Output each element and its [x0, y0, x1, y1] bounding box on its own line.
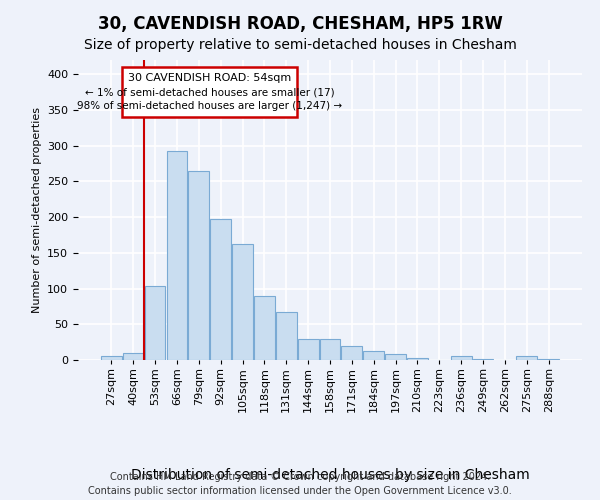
Bar	[232, 244, 253, 360]
Bar	[123, 353, 143, 360]
Text: Contains HM Land Registry data © Crown copyright and database right 2024.: Contains HM Land Registry data © Crown c…	[110, 472, 490, 482]
Text: Contains public sector information licensed under the Open Government Licence v3: Contains public sector information licen…	[88, 486, 512, 496]
Bar	[385, 354, 406, 360]
Bar	[167, 150, 187, 360]
Text: 30, CAVENDISH ROAD, CHESHAM, HP5 1RW: 30, CAVENDISH ROAD, CHESHAM, HP5 1RW	[98, 15, 502, 33]
Bar	[538, 358, 559, 360]
Bar	[145, 286, 166, 360]
Text: 30 CAVENDISH ROAD: 54sqm: 30 CAVENDISH ROAD: 54sqm	[128, 73, 292, 83]
Bar	[254, 296, 275, 360]
Bar	[473, 358, 493, 360]
Bar	[341, 346, 362, 360]
Bar	[364, 350, 384, 360]
Y-axis label: Number of semi-detached properties: Number of semi-detached properties	[32, 107, 41, 313]
Bar	[101, 356, 122, 360]
Text: ← 1% of semi-detached houses are smaller (17): ← 1% of semi-detached houses are smaller…	[85, 87, 335, 97]
Bar	[517, 356, 537, 360]
Bar	[407, 358, 428, 360]
Bar	[320, 340, 340, 360]
X-axis label: Distribution of semi-detached houses by size in Chesham: Distribution of semi-detached houses by …	[131, 468, 529, 481]
Bar	[276, 312, 296, 360]
FancyBboxPatch shape	[122, 67, 297, 117]
Bar	[298, 340, 319, 360]
Bar	[210, 218, 231, 360]
Text: 98% of semi-detached houses are larger (1,247) →: 98% of semi-detached houses are larger (…	[77, 102, 342, 112]
Text: Size of property relative to semi-detached houses in Chesham: Size of property relative to semi-detach…	[83, 38, 517, 52]
Bar	[188, 170, 209, 360]
Bar	[451, 356, 472, 360]
